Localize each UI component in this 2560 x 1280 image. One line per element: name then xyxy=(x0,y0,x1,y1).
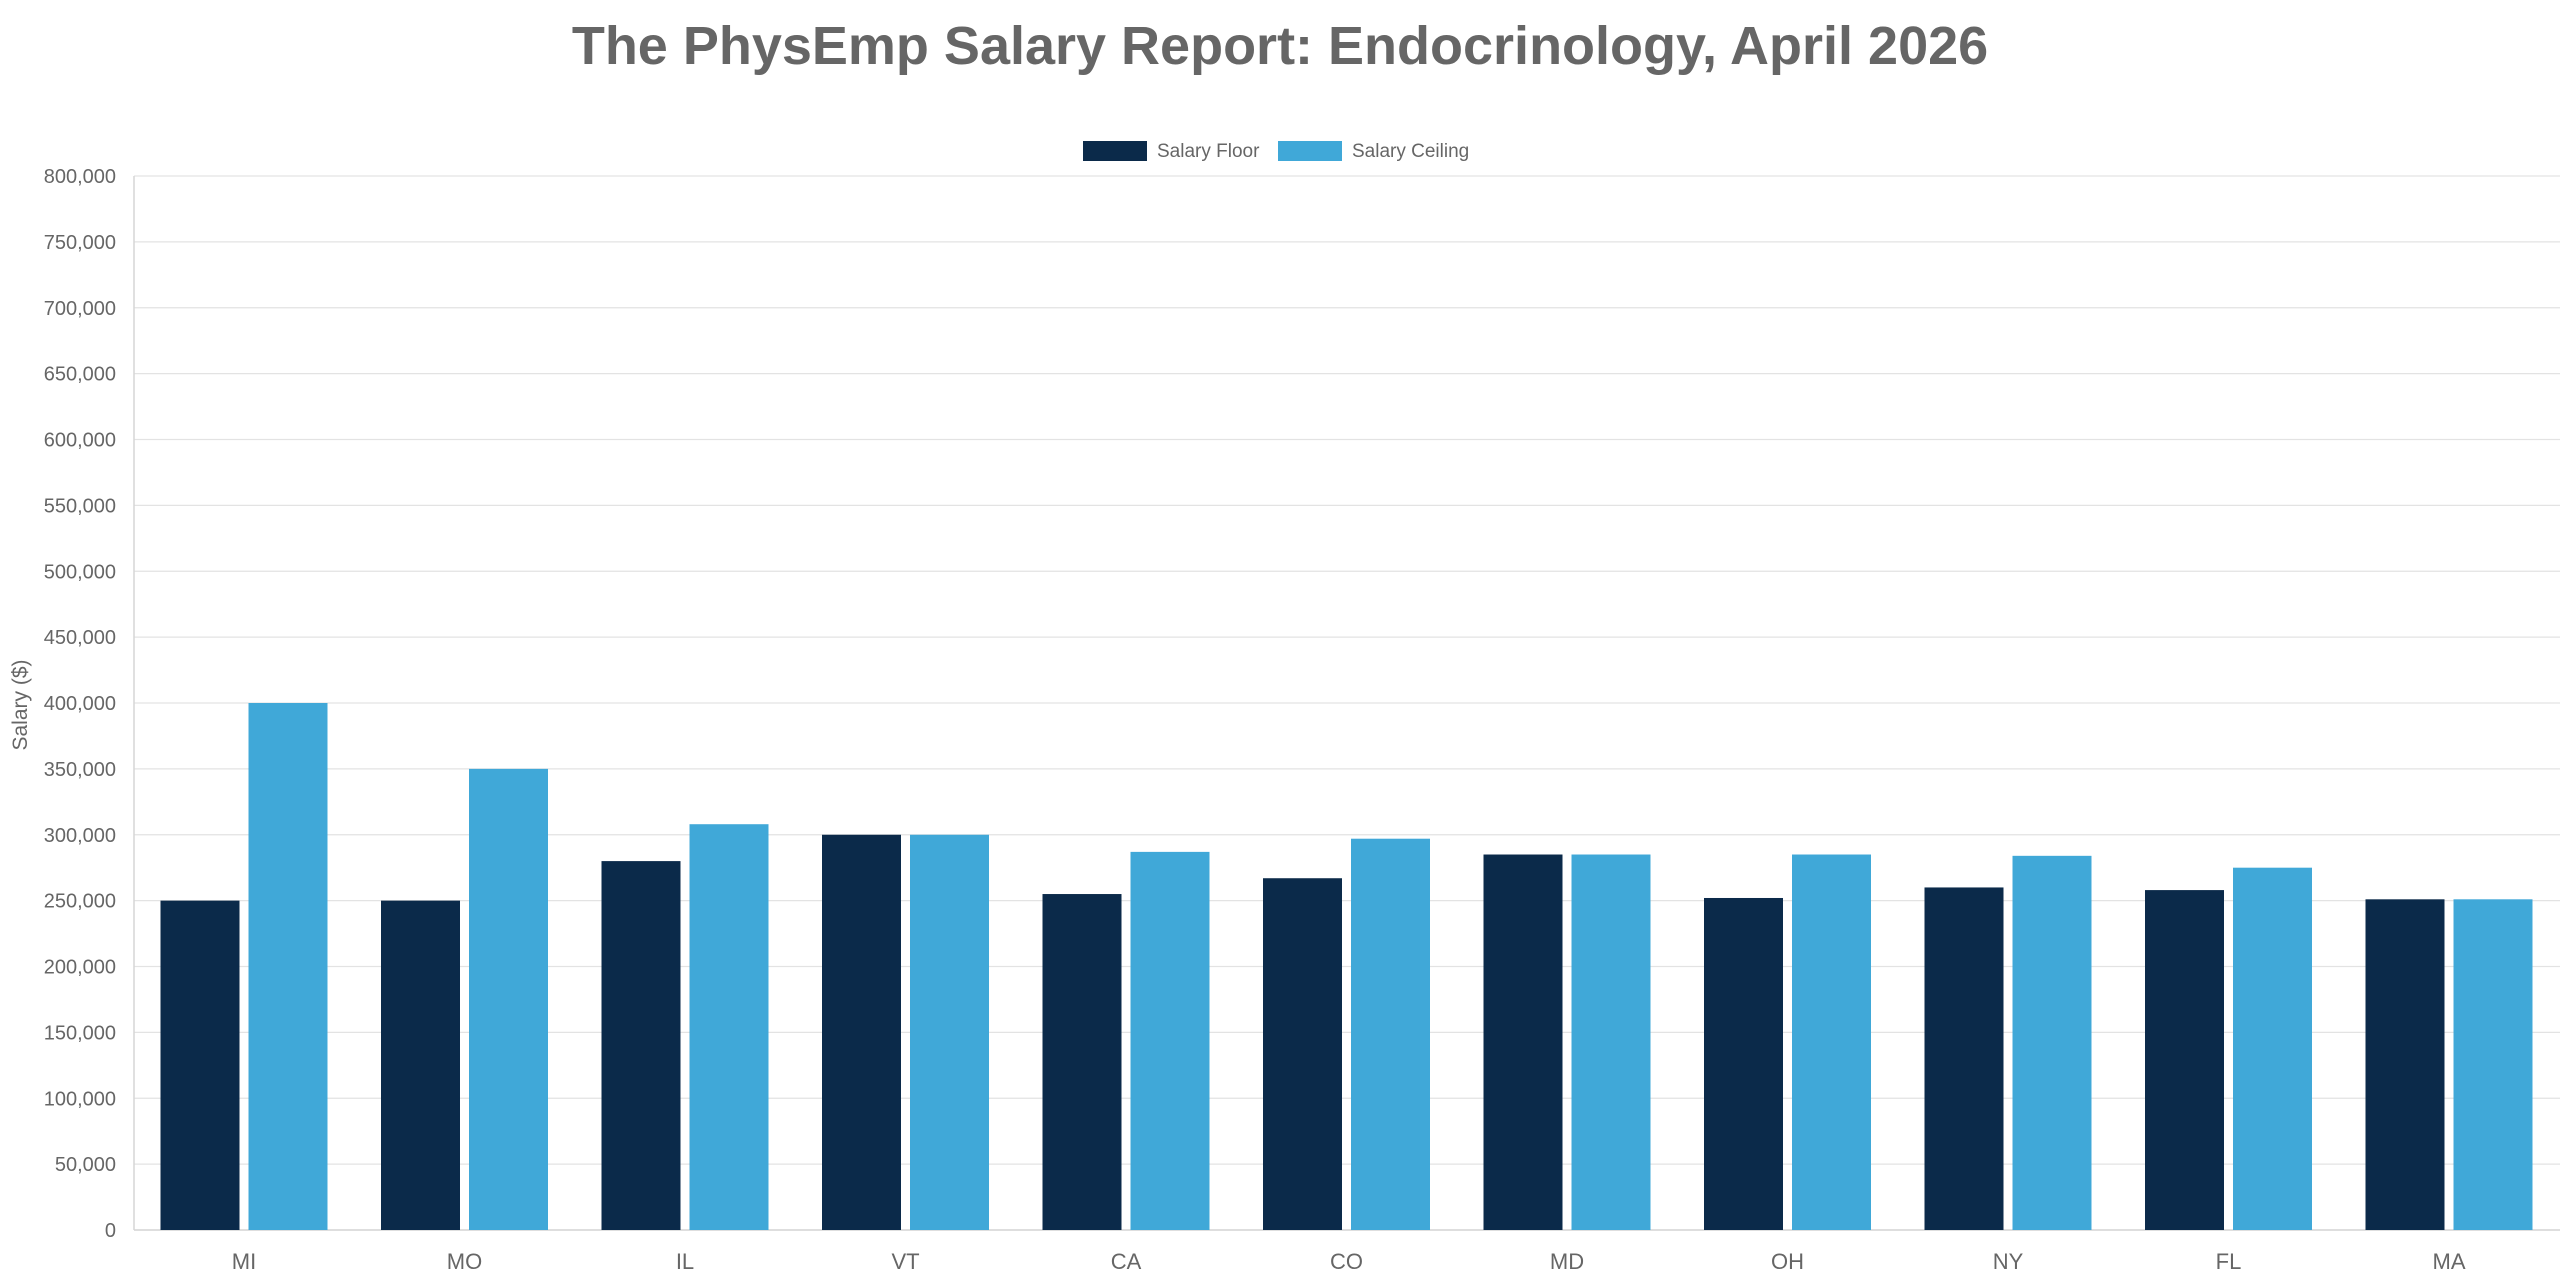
bar-salary-floor xyxy=(381,900,460,1230)
x-tick-label: CA xyxy=(1111,1249,1142,1274)
y-tick-label: 400,000 xyxy=(44,693,116,715)
y-tick-label: 0 xyxy=(105,1220,116,1242)
x-tick-label: VT xyxy=(891,1249,919,1274)
chart-title: The PhysEmp Salary Report: Endocrinology… xyxy=(571,16,1989,76)
bar-salary-ceiling xyxy=(910,834,989,1230)
x-tick-label: MI xyxy=(232,1249,256,1274)
bar-salary-ceiling xyxy=(1130,851,1210,1230)
y-tick-label: 500,000 xyxy=(44,561,116,583)
x-tick-label: MO xyxy=(447,1249,482,1274)
legend-label: Salary Ceiling xyxy=(1352,141,1469,162)
bar-salary-ceiling xyxy=(2453,899,2533,1230)
y-tick-label: 50,000 xyxy=(55,1154,116,1176)
y-tick-label: 250,000 xyxy=(44,891,116,913)
bar-salary-floor xyxy=(1263,878,1342,1230)
y-tick-label: 350,000 xyxy=(44,759,116,781)
bar-salary-ceiling xyxy=(1571,854,1651,1230)
x-tick-label: NY xyxy=(1993,1249,2024,1274)
bar-salary-ceiling xyxy=(469,768,548,1230)
legend-swatch xyxy=(1083,141,1147,161)
x-tick-label: CO xyxy=(1330,1249,1363,1274)
x-tick-label: OH xyxy=(1771,1249,1804,1274)
y-tick-label: 100,000 xyxy=(44,1088,116,1110)
x-tick-label: MD xyxy=(1550,1249,1584,1274)
bar-salary-floor xyxy=(2145,890,2224,1230)
legend-label: Salary Floor xyxy=(1157,141,1260,162)
x-tick-label: FL xyxy=(2216,1249,2242,1274)
bar-salary-floor xyxy=(1483,854,1563,1230)
bar-salary-floor xyxy=(822,834,901,1230)
bar-salary-floor xyxy=(1924,887,2004,1230)
bar-salary-ceiling xyxy=(689,824,769,1230)
bar-salary-floor xyxy=(1704,897,1783,1230)
x-tick-label: IL xyxy=(676,1249,694,1274)
y-tick-label: 700,000 xyxy=(44,298,116,320)
legend-swatch xyxy=(1278,141,1342,161)
bar-salary-ceiling xyxy=(2233,867,2312,1230)
bar-salary-ceiling xyxy=(248,703,328,1230)
x-tick-label: MA xyxy=(2433,1249,2466,1274)
y-tick-label: 750,000 xyxy=(44,232,116,254)
bar-salary-floor xyxy=(160,900,240,1230)
y-tick-label: 200,000 xyxy=(44,957,116,979)
y-tick-label: 600,000 xyxy=(44,430,116,452)
y-tick-label: 300,000 xyxy=(44,825,116,847)
y-tick-label: 150,000 xyxy=(44,1022,116,1044)
y-tick-label: 800,000 xyxy=(44,166,116,188)
bar-salary-ceiling xyxy=(1351,838,1430,1230)
bar-salary-ceiling xyxy=(2012,855,2092,1230)
bar-salary-floor xyxy=(601,861,681,1230)
bar-salary-ceiling xyxy=(1792,854,1871,1230)
y-tick-label: 550,000 xyxy=(44,495,116,517)
bar-salary-floor xyxy=(1042,894,1122,1230)
y-tick-label: 650,000 xyxy=(44,364,116,386)
y-axis-title: Salary ($) xyxy=(9,659,32,750)
bar-salary-floor xyxy=(2365,899,2445,1230)
y-tick-label: 450,000 xyxy=(44,627,116,649)
